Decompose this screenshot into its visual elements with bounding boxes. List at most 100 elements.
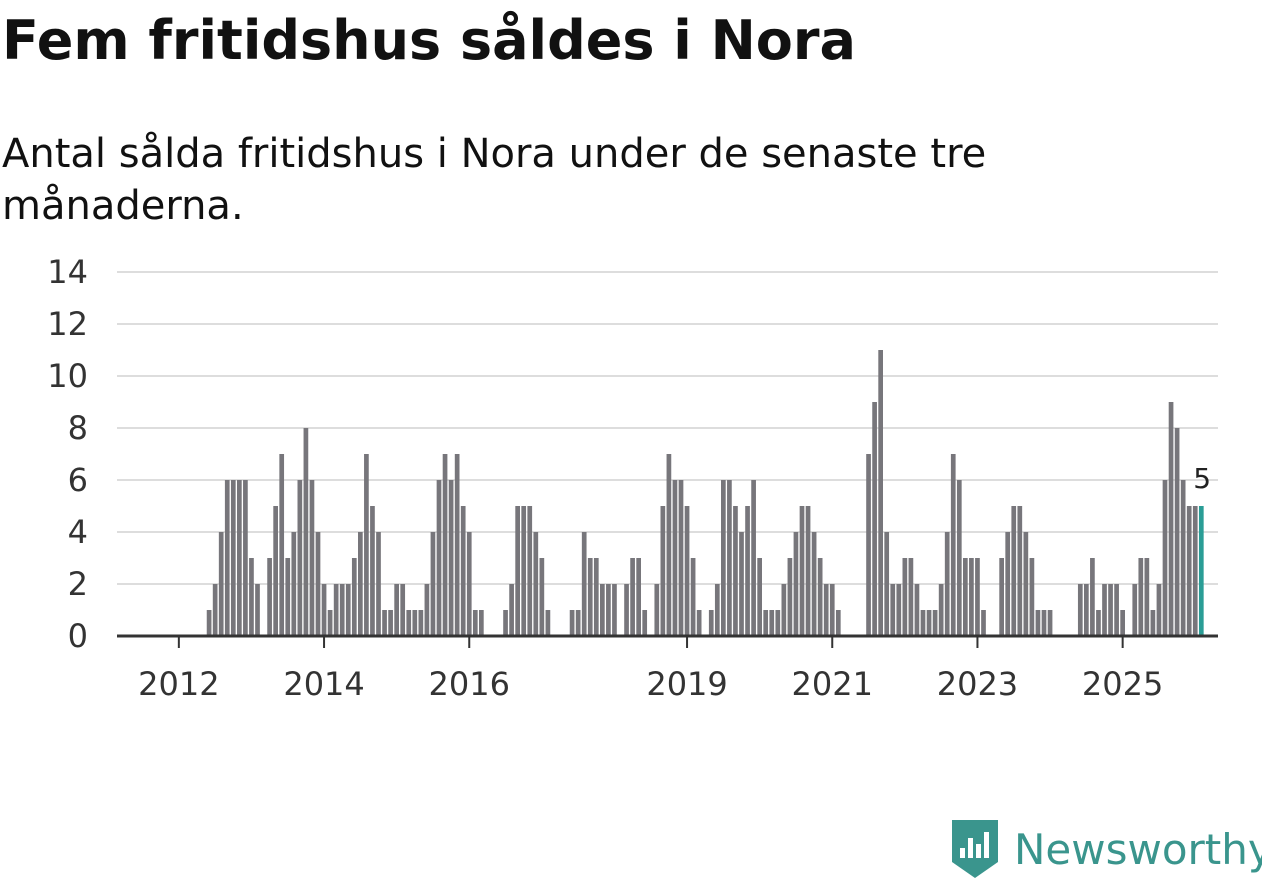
bar xyxy=(769,610,775,636)
x-tick-label: 2021 xyxy=(792,665,873,703)
bar xyxy=(763,610,769,636)
bar xyxy=(279,454,285,636)
bar xyxy=(805,506,811,636)
bar xyxy=(460,506,466,636)
bar xyxy=(533,532,539,636)
bar xyxy=(321,584,327,636)
bar xyxy=(963,558,968,636)
bar xyxy=(479,610,484,636)
newsworthy-brand: Newsworthy xyxy=(950,818,1262,880)
bar xyxy=(394,584,399,636)
bar xyxy=(503,610,508,636)
bar xyxy=(1096,610,1101,636)
bar xyxy=(781,584,787,636)
bar xyxy=(412,610,418,636)
bar xyxy=(515,506,520,636)
bar xyxy=(678,480,684,636)
bar xyxy=(817,558,823,636)
bar xyxy=(727,480,732,636)
bar xyxy=(237,480,242,636)
bar xyxy=(938,584,944,636)
y-tick-label: 4 xyxy=(68,513,88,551)
bar xyxy=(297,480,303,636)
bar xyxy=(206,610,212,636)
chart-subtitle: Antal sålda fritidshus i Nora under de s… xyxy=(2,131,987,229)
brand-name: Newsworthy xyxy=(1014,824,1262,874)
bar xyxy=(521,506,527,636)
bar xyxy=(382,610,387,636)
bar xyxy=(1138,558,1144,636)
data-labels: 5 xyxy=(1193,462,1211,495)
bar xyxy=(569,610,575,636)
bar xyxy=(751,480,756,636)
bar xyxy=(1084,584,1089,636)
bar xyxy=(255,584,260,636)
bar xyxy=(866,454,871,636)
bar xyxy=(1156,584,1162,636)
bar xyxy=(545,610,551,636)
bar xyxy=(721,480,726,636)
bar xyxy=(829,584,835,636)
y-tick-label: 14 xyxy=(47,253,88,291)
bar xyxy=(376,532,381,636)
bar xyxy=(708,610,714,636)
bar xyxy=(612,584,617,636)
bar xyxy=(920,610,926,636)
bar xyxy=(1120,610,1125,636)
bar xyxy=(315,532,321,636)
bar xyxy=(430,532,436,636)
bar xyxy=(358,532,363,636)
highlight-data-label: 5 xyxy=(1193,462,1211,495)
x-tick-label: 2019 xyxy=(646,665,727,703)
bar xyxy=(1005,532,1011,636)
bar xyxy=(285,558,291,636)
bar xyxy=(1162,480,1168,636)
bar xyxy=(660,506,666,636)
bar xyxy=(981,610,986,636)
bar xyxy=(823,584,829,636)
bar xyxy=(696,610,702,636)
y-axis-ticks: 0 2 4 6 8 10 12 14 xyxy=(47,253,88,655)
bar xyxy=(424,584,430,636)
bar xyxy=(539,558,545,636)
bar xyxy=(442,454,448,636)
x-tick-label: 2014 xyxy=(283,665,364,703)
bar xyxy=(950,454,956,636)
bar xyxy=(333,584,339,636)
bar xyxy=(811,532,817,636)
bar xyxy=(775,610,781,636)
bar xyxy=(249,558,254,636)
bar xyxy=(1180,480,1186,636)
bar xyxy=(587,558,593,636)
bar xyxy=(448,480,454,636)
bar xyxy=(872,402,877,636)
bar xyxy=(799,506,805,636)
y-tick-label: 10 xyxy=(47,357,88,395)
bar xyxy=(1150,610,1156,636)
bar xyxy=(1108,584,1113,636)
bar xyxy=(1011,506,1017,636)
y-tick-label: 6 xyxy=(68,461,88,499)
bar xyxy=(309,480,315,636)
bar xyxy=(636,558,641,636)
bar xyxy=(975,558,980,636)
bar xyxy=(878,350,883,636)
bar xyxy=(212,584,218,636)
bar xyxy=(739,532,744,636)
bar xyxy=(714,584,720,636)
bar xyxy=(273,506,278,636)
bar xyxy=(370,506,375,636)
bar xyxy=(472,610,478,636)
bar xyxy=(454,454,460,636)
bar xyxy=(884,532,890,636)
bar xyxy=(388,610,393,636)
bar xyxy=(787,558,793,636)
bar xyxy=(581,532,587,636)
bar xyxy=(793,532,799,636)
bar xyxy=(345,584,351,636)
bar xyxy=(575,610,581,636)
x-tick-label: 2012 xyxy=(138,665,219,703)
x-tick-label: 2016 xyxy=(429,665,510,703)
bar xyxy=(1090,558,1095,636)
